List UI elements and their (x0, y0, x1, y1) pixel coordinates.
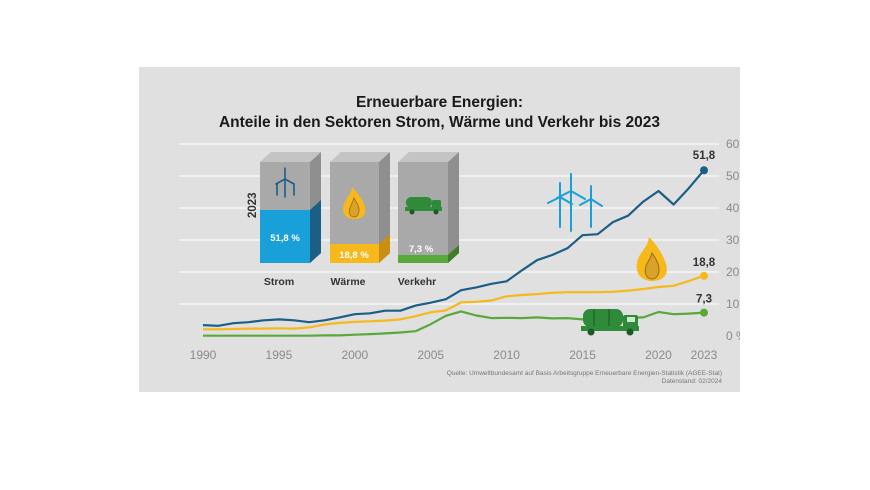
flame-icon (636, 237, 667, 281)
inset-year-label: 2023 (247, 192, 259, 218)
series-line-strom (202, 169, 705, 327)
bar-strom-label: Strom (264, 276, 294, 288)
series-lines: 51,8 18,8 7,3 (202, 150, 716, 337)
block-waerme: 18,8 % Wärme (330, 152, 390, 288)
chart-title: Erneuerbare Energien: Anteile in den Sek… (139, 93, 740, 133)
x-axis: 1990 1995 2000 2005 2010 2015 2020 2023 (190, 348, 718, 362)
y-axis: 0 % 10 % 20 % 30 % 40 % 50 % 60 % (726, 137, 740, 343)
x-tick-label: 2020 (645, 348, 672, 362)
x-tick-label: 2005 (417, 348, 444, 362)
source-line-1: Quelle: Umweltbundesamt auf Basis Arbeit… (446, 370, 722, 377)
y-tick-label: 10 % (726, 297, 740, 311)
block-verkehr: 7,3 % Verkehr (398, 152, 459, 288)
tanker-truck-icon (405, 197, 442, 215)
bar-verkehr-label: Verkehr (398, 276, 437, 288)
sector-blocks: 2023 51,8 % Strom (247, 152, 459, 288)
y-tick-label: 0 % (726, 329, 740, 343)
series-end-label-verkehr: 7,3 (696, 294, 712, 306)
x-tick-label: 2010 (493, 348, 520, 362)
series-line-waerme (203, 274, 705, 331)
series-end-point-waerme (700, 271, 708, 280)
x-tick-label: 2015 (569, 348, 596, 362)
series-end-point-verkehr (700, 308, 708, 317)
series-end-label-waerme: 18,8 (693, 257, 716, 269)
y-tick-label: 20 % (726, 265, 740, 279)
source-note: Quelle: Umweltbundesamt auf Basis Arbeit… (447, 370, 722, 386)
tanker-truck-icon (581, 309, 639, 336)
y-tick-label: 50 % (726, 169, 740, 183)
wind-turbine-icon (275, 167, 295, 198)
chart-title-line-1: Erneuerbare Energien: (355, 94, 524, 111)
infographic-panel: 0 % 10 % 20 % 30 % 40 % 50 % 60 % 1990 1995 2000… (139, 67, 740, 392)
x-tick-label: 1995 (266, 348, 293, 362)
bar-waerme-label: Wärme (330, 276, 365, 288)
y-tick-label: 40 % (726, 201, 740, 215)
x-tick-label: 1990 (190, 348, 217, 362)
chart-title-line-2: Anteile in den Sektoren Strom, Wärme und… (218, 114, 661, 131)
line-chart: 0 % 10 % 20 % 30 % 40 % 50 % 60 % 1990 1995 2000… (179, 137, 740, 362)
block-strom: 51,8 % Strom (260, 152, 321, 288)
flame-icon (343, 187, 366, 219)
source-line-2: Datenstand: 02/2024 (661, 378, 722, 385)
y-tick-label: 60 % (726, 137, 740, 151)
bar-strom-value: 51,8 % (270, 233, 300, 244)
series-end-label-strom: 51,8 (693, 150, 716, 162)
bar-verkehr (398, 255, 448, 263)
bar-verkehr-value: 7,3 % (409, 244, 434, 255)
x-tick-label: 2023 (691, 348, 718, 362)
series-end-point-strom (700, 166, 708, 175)
bar-waerme (330, 244, 379, 263)
x-tick-label: 2000 (341, 348, 368, 362)
y-tick-label: 30 % (726, 233, 740, 247)
bar-strom (260, 210, 310, 263)
bar-waerme-value: 18,8 % (339, 250, 369, 261)
wind-turbine-icon (547, 173, 603, 232)
